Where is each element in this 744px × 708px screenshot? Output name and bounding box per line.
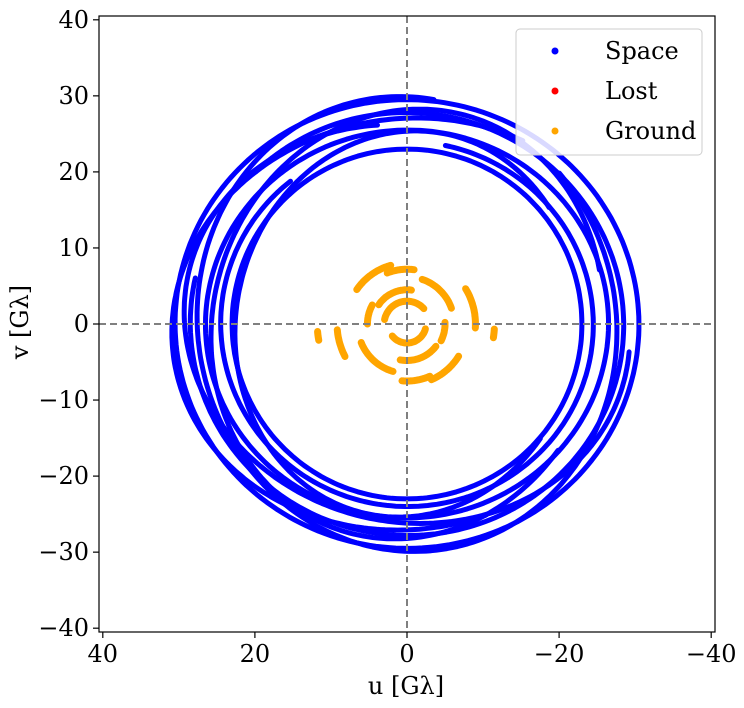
x-axis-label: u [Gλ] [368,672,444,700]
ground-track [364,301,376,328]
ground-track [396,342,440,364]
x-ticks: 40 20 0 −20 −40 [88,632,737,668]
space-track [169,115,526,533]
legend-marker [551,87,559,95]
ground-track [381,297,428,323]
y-tick-label: 10 [58,234,89,262]
x-tick-label: 20 [240,640,271,668]
y-ticks: 40 30 20 10 0 −10 −20 −30 −40 [38,6,99,642]
y-axis-label: v [Gλ] [6,285,34,360]
ground-track [388,325,429,347]
legend: Space Lost Ground [515,28,703,156]
space-track [194,94,620,554]
y-tick-label: 40 [58,6,89,34]
legend-label: Lost [605,77,658,105]
ground-track [489,325,498,342]
y-tick-label: 30 [58,82,89,110]
ground-track [353,261,395,294]
ground-track [314,328,323,344]
ground-track [375,286,415,309]
legend-marker [551,47,559,55]
y-tick-label: −40 [38,614,89,642]
y-tick-label: −20 [38,462,89,490]
ground-track [383,265,418,277]
ground-track [333,326,349,360]
legend-label: Ground [605,117,696,145]
legend-label: Space [605,37,679,65]
space-track [232,128,552,520]
ground-track [462,285,479,332]
legend-box [515,28,703,156]
ground-track [418,275,455,312]
y-tick-label: −10 [38,386,89,414]
ground-track [357,339,397,375]
y-tick-label: −30 [38,538,89,566]
space-track [208,106,602,542]
y-tick-label: 0 [74,310,89,338]
x-tick-label: 0 [399,640,414,668]
x-tick-label: −40 [686,640,737,668]
x-tick-label: 40 [88,640,119,668]
x-tick-label: −20 [534,640,585,668]
ground-track [437,318,449,345]
legend-marker [551,127,559,135]
ground-track [427,352,463,384]
plot-area [99,16,715,632]
y-tick-label: 20 [58,158,89,186]
